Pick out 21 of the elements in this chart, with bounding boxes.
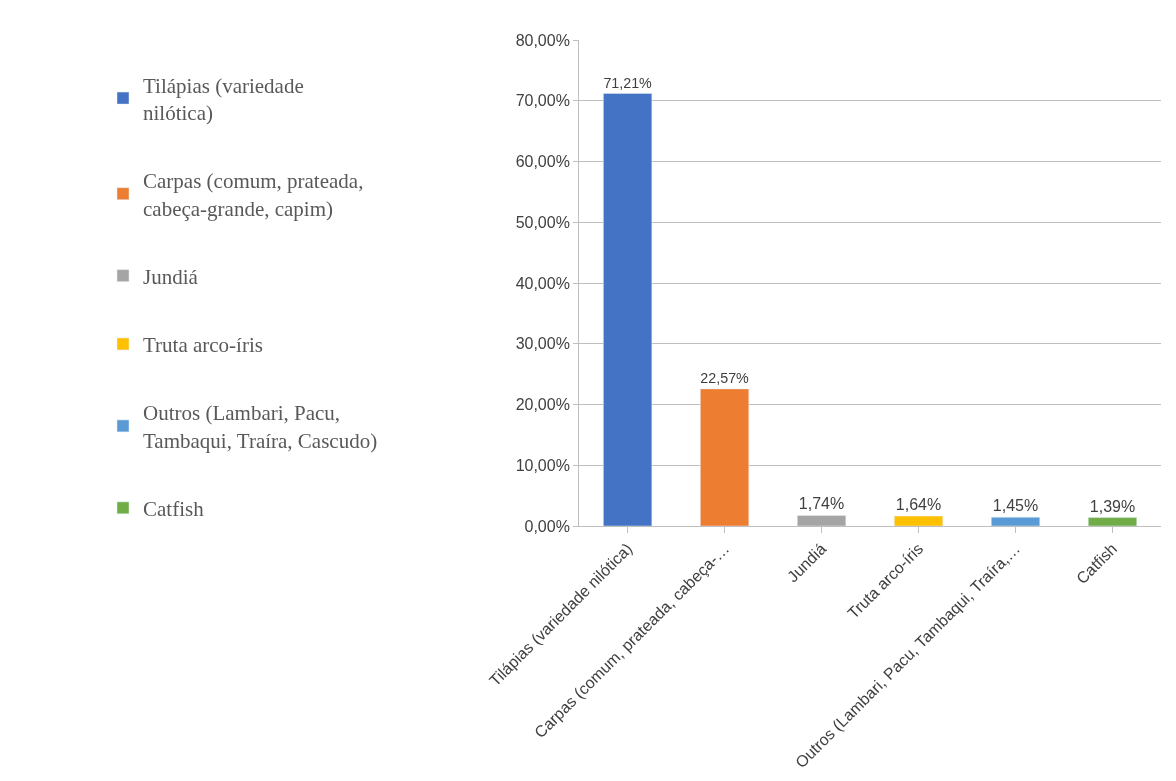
y-tick-label: 40,00% bbox=[515, 274, 570, 292]
legend-label: Catfish bbox=[143, 497, 205, 522]
y-tick-label: 70,00% bbox=[515, 92, 570, 110]
y-tick-label: 60,00% bbox=[515, 153, 570, 171]
y-tick-label: 0,00% bbox=[524, 517, 570, 535]
legend-label: Jundiá bbox=[143, 264, 199, 289]
data-label: 1,45% bbox=[992, 497, 1039, 515]
y-tick-label: 30,00% bbox=[515, 335, 570, 353]
legend-label: Truta arco-íris bbox=[143, 333, 263, 358]
y-tick-label: 80,00% bbox=[515, 31, 570, 49]
legend-label: Outros (Lambari, Pacu, Tambaqui, Traíra, Cascudo) bbox=[143, 401, 378, 453]
data-label: 1,74% bbox=[798, 495, 845, 513]
y-tick-label: 50,00% bbox=[515, 213, 570, 231]
y-tick-label: 10,00% bbox=[515, 456, 570, 474]
data-label: 22,57% bbox=[700, 370, 750, 387]
data-label: 1,39% bbox=[1089, 497, 1136, 515]
y-tick-label: 20,00% bbox=[515, 396, 570, 414]
data-label: 1,64% bbox=[895, 496, 942, 514]
legend-label: Tilápias (variedade nilótica) bbox=[143, 73, 304, 125]
data-label: 71,21% bbox=[603, 74, 653, 91]
legend-label: Carpas (comum, prateada, cabeça-grande, capim) bbox=[143, 169, 364, 221]
